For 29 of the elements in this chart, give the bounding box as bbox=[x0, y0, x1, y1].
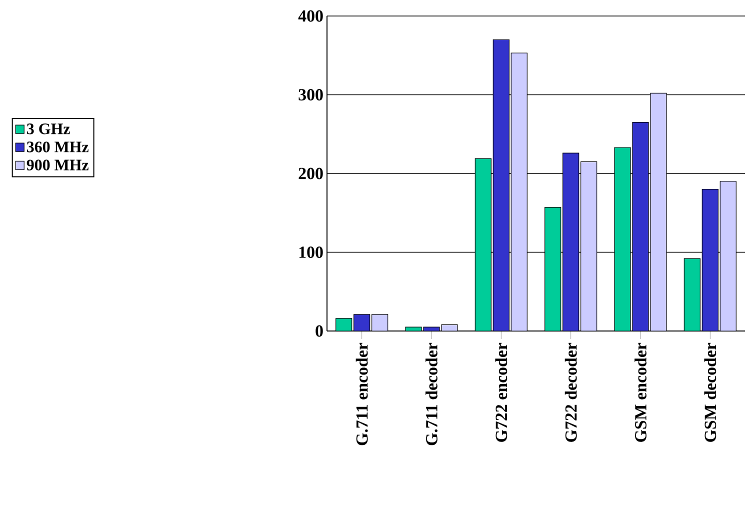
bar bbox=[580, 161, 598, 331]
bar bbox=[650, 92, 667, 331]
bar bbox=[720, 181, 736, 331]
y-tick-label: 400 bbox=[298, 10, 323, 22]
bar bbox=[632, 122, 649, 331]
bar bbox=[354, 314, 370, 331]
y-tick-label: 200 bbox=[298, 168, 323, 180]
bar bbox=[562, 152, 580, 331]
x-tick-label: G.711 decoder bbox=[426, 342, 438, 446]
bar bbox=[492, 39, 510, 331]
y-tick-label: 300 bbox=[298, 89, 323, 100]
x-tick-label: GSM encoder bbox=[634, 342, 646, 442]
bar bbox=[474, 158, 492, 331]
legend-label: 3 GHz bbox=[27, 124, 70, 134]
bar bbox=[336, 318, 352, 331]
bar bbox=[684, 258, 700, 331]
legend-label: 900 MHz bbox=[26, 160, 88, 170]
bar bbox=[702, 188, 718, 331]
x-tick-label: G.711 encoder bbox=[356, 342, 368, 446]
legend-label: 360 MHz bbox=[27, 142, 88, 152]
x-tick-label: GSM decoder bbox=[704, 342, 716, 442]
bar bbox=[544, 207, 562, 331]
y-tick-label: 100 bbox=[299, 246, 323, 258]
bar bbox=[510, 52, 528, 331]
x-tick-label: G722 decoder bbox=[564, 342, 577, 442]
x-tick-label: G722 encoder bbox=[495, 342, 508, 442]
y-tick-label: 0 bbox=[316, 325, 323, 337]
bar bbox=[614, 147, 631, 331]
bar bbox=[372, 314, 388, 331]
